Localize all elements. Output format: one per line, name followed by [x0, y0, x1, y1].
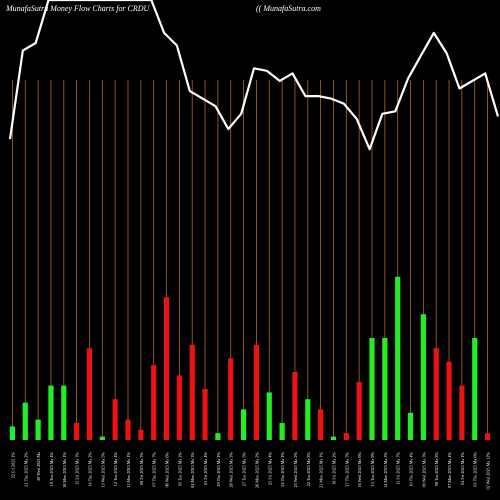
bar-38 [484, 433, 491, 440]
x-tick-label: 21 Thu 2025 Ma 2% [23, 451, 28, 486]
bar-22 [279, 423, 285, 440]
bar-18 [228, 358, 234, 440]
x-tick-label: 10 Thu 2025 Ma 4% [409, 451, 414, 486]
bar-7 [86, 348, 93, 440]
x-tick-label: 29 Thu 2025 Ma 1% [216, 451, 221, 486]
bar-3 [35, 419, 41, 440]
x-tick-label: 15 Fri 2025 Ma 3% [75, 452, 80, 485]
x-tick-label: 18 Mon 2025 Ma 1% [62, 451, 67, 487]
x-tick-label: 07 Mon 2025 Ma 4% [447, 451, 452, 487]
x-tick-label: 21 Mon 2025 Ma 1% [319, 451, 324, 487]
x-tick-label: 13 Wed 2025 Ma 5% [100, 452, 105, 488]
x-tick-label: 02 Wed 2025 Ma 12% [486, 452, 491, 490]
x-tick-label: 14 Mon 2025 Ma 3% [383, 451, 388, 487]
x-tick-label: 18 Fri 2025 Ma 2% [332, 452, 337, 485]
bar-8 [99, 436, 105, 440]
money-flow-line [8, 0, 500, 151]
x-tick-label: 24 Thu 2025 Ma 1% [280, 451, 285, 486]
x-tick-label: 09 Wed 2025 Ma 5% [421, 452, 426, 488]
bar-33 [420, 314, 426, 440]
x-tick-label: 03 Thu 2025 Ma 6% [473, 451, 478, 486]
bar-37 [472, 338, 478, 440]
x-tick-label: 01 Fri 2025 Ma 4% [203, 452, 208, 485]
bar-32 [407, 412, 414, 440]
x-tick-label: 25 Fri 2025 Ma 4% [267, 452, 272, 485]
bar-10 [125, 419, 131, 440]
x-tick-label: 08 Fri 2025 Ma 3% [139, 452, 144, 485]
x-tick-label: 22 Fri 2025 1% [10, 451, 15, 478]
x-tick-label: 17 Thu 2025 Ma 5% [344, 451, 349, 486]
x-tick-label: 22 Tue 2025 Ma 3% [306, 451, 311, 486]
x-tick-label: 20 Wed 2025 Ma [36, 452, 41, 481]
x-tick-label: 08 Tue 2025 Ma 3% [434, 451, 439, 486]
bar-9 [112, 399, 118, 440]
bar-4 [48, 385, 54, 440]
chart-title-left: MunafaSutra Money Flow Charts for CRDU [6, 4, 150, 13]
x-tick-label: 12 Tue 2025 Ma 4% [113, 451, 118, 486]
x-tick-label: 06 Wed 2025 Ma 6% [165, 452, 170, 488]
bar-27 [343, 433, 349, 440]
bar-13 [163, 297, 170, 440]
bar-11 [138, 429, 144, 440]
bar-29 [369, 338, 375, 440]
x-tick-label: 05 Tue 2025 Ma 2% [177, 451, 182, 486]
bar-17 [215, 433, 221, 440]
bar-24 [305, 399, 311, 440]
bar-25 [318, 409, 324, 440]
bar-31 [395, 276, 401, 440]
bar-20 [253, 344, 260, 440]
x-tick-label: 27 Tue 2025 Ma 5% [242, 451, 247, 486]
bar-30 [382, 338, 388, 440]
bar-26 [330, 436, 337, 440]
x-tick-label: 11 Mon 2025 Ma 1% [126, 451, 131, 487]
x-tick-label: 26 Mon 2025 Ma 2% [254, 451, 259, 487]
bar-34 [433, 348, 439, 440]
bar-23 [292, 372, 298, 440]
x-tick-label: 11 Fri 2025 Ma 7% [396, 451, 401, 484]
bar-2 [22, 402, 28, 440]
bar-35 [446, 361, 452, 440]
x-tick-label: 15 Tue 2025 Ma 9% [370, 451, 375, 486]
x-tick-label: 04 Mon 2025 Ma 3% [190, 451, 195, 487]
x-tick-label: 19 Tue 2025 Ma 4% [49, 451, 54, 486]
bar-15 [189, 344, 195, 440]
x-tick-label: 16 Wed 2025 Ma 6% [357, 452, 362, 488]
bar-21 [266, 392, 272, 440]
bar-14 [176, 375, 182, 440]
x-tick-label: 28 Wed 2025 Ma 3% [229, 452, 234, 488]
x-tick-label: 14 Thu 2025 Ma 2% [88, 451, 93, 486]
bar-6 [74, 423, 80, 440]
bar-12 [151, 365, 157, 440]
bar-16 [202, 389, 208, 440]
bar-36 [459, 385, 465, 440]
x-tick-label: 07 Thu 2025 Ma 7% [152, 451, 157, 486]
bar-28 [356, 382, 362, 440]
bar-1 [9, 426, 16, 440]
bar-5 [61, 385, 67, 440]
x-tick-label: 04 Fri 2025 Ma 1% [460, 452, 465, 485]
bar-19 [240, 409, 247, 440]
x-tick-label: 23 Wed 2025 Ma 2% [293, 452, 298, 488]
chart-title-right: (( MunafaSutra.com [256, 4, 321, 13]
